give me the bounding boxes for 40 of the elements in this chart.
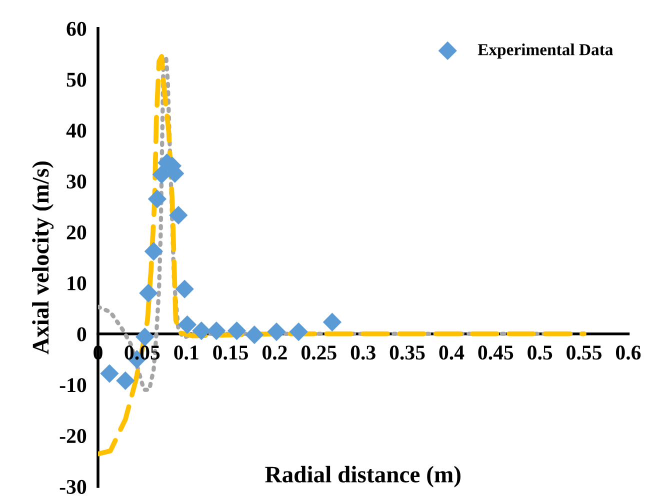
point — [178, 315, 197, 334]
point — [289, 322, 308, 342]
y-axis-title: Axial velocity (m/s) — [32, 161, 54, 354]
x-tick-label: 0.3 — [350, 346, 376, 360]
point — [136, 328, 154, 346]
x-tick-label: 0.55 — [566, 346, 602, 360]
x-tick-label: 0.35 — [390, 346, 425, 360]
point — [207, 321, 226, 340]
y-tick-label: 50 — [66, 72, 86, 87]
y-tick-label: 60 — [66, 22, 86, 36]
y-tick-label: -20 — [60, 429, 86, 444]
x-tick-label: 0.6 — [616, 346, 641, 360]
point — [100, 364, 119, 383]
point — [116, 371, 135, 390]
point — [267, 322, 286, 342]
x-tick-label: 0.2 — [262, 346, 287, 360]
x-tick-label: 0.1 — [174, 346, 198, 360]
point — [169, 206, 188, 225]
x-tick-label: 0.5 — [528, 346, 552, 360]
point — [148, 190, 167, 208]
point — [144, 242, 163, 261]
point — [322, 312, 342, 332]
x-axis-title: Radial distance (m) — [265, 466, 460, 488]
point — [245, 326, 264, 344]
y-tick-label: -30 — [60, 480, 86, 494]
y-tick-label: 20 — [66, 225, 86, 240]
point — [192, 321, 211, 340]
y-tick-label: 10 — [68, 276, 86, 290]
x-tick-label: 0.25 — [301, 346, 336, 360]
y-tick-label: 0 — [77, 327, 86, 342]
y-tick-label: 30 — [66, 174, 86, 189]
x-tick-label: 0.4 — [439, 346, 464, 360]
point — [139, 284, 158, 302]
y-tick-label: 40 — [66, 124, 86, 138]
y-tick-label: -10 — [60, 378, 86, 392]
legend-label: Experimental Data — [478, 44, 613, 59]
x-tick-label: 0.15 — [213, 346, 248, 360]
point — [227, 321, 246, 340]
point — [175, 280, 194, 298]
x-tick-label: 0.45 — [478, 346, 514, 360]
